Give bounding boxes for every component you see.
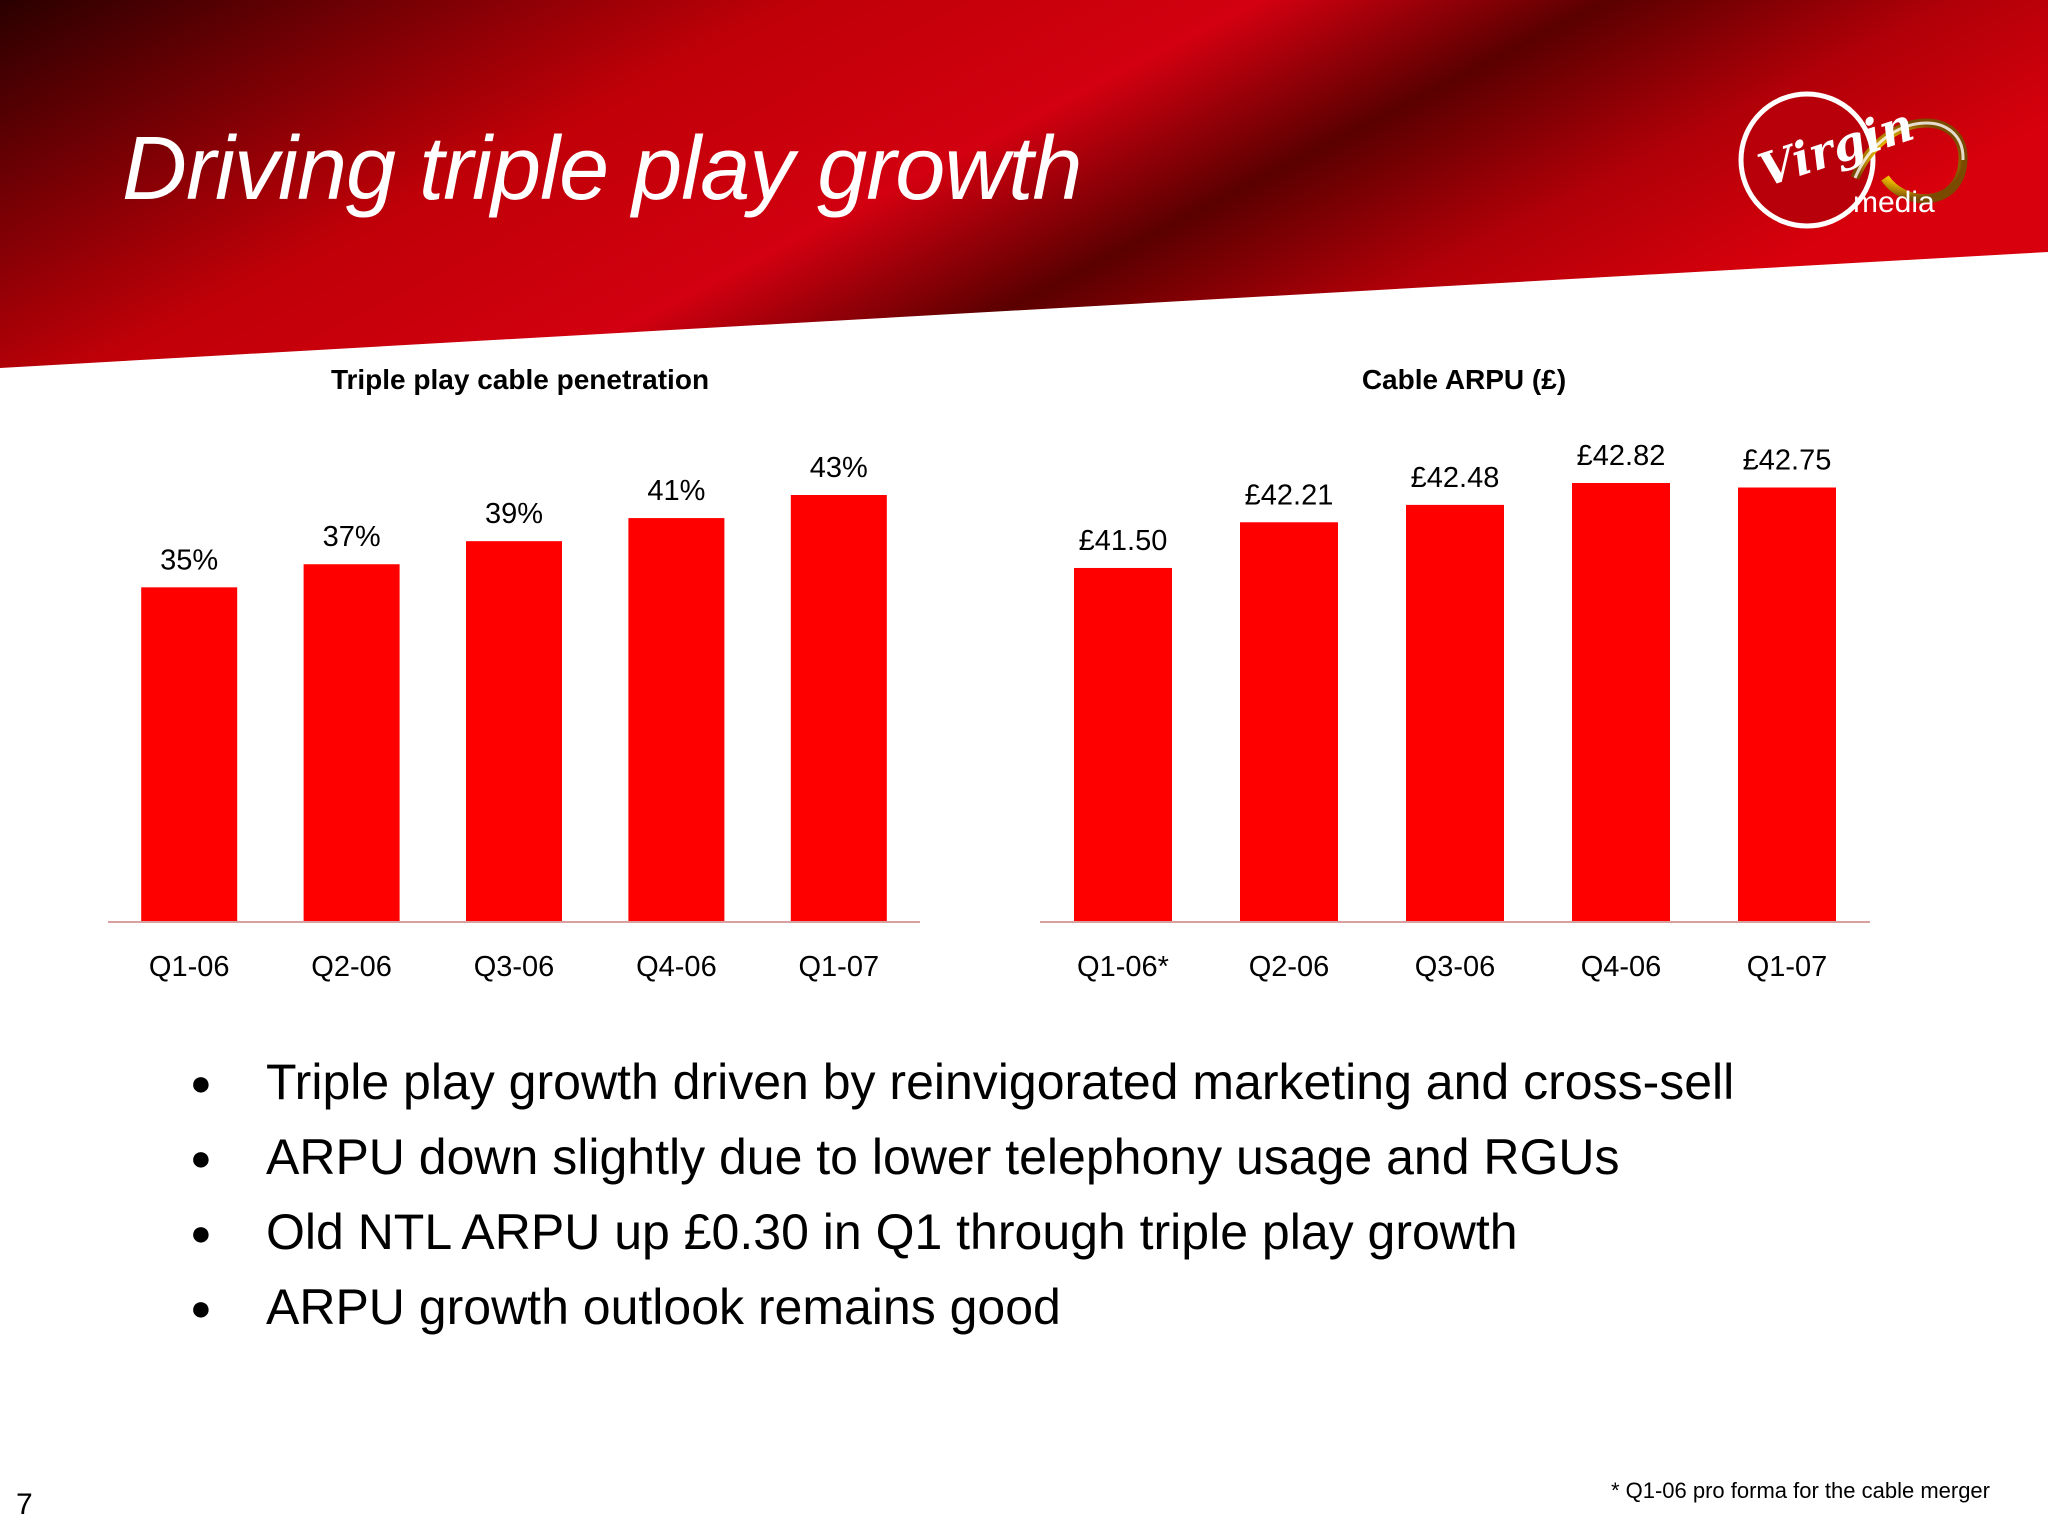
- arpu-data-label: £42.21: [1245, 479, 1334, 511]
- page-number: 7: [16, 1488, 33, 1521]
- bullet-item: ● ARPU down slightly due to lower telepho…: [180, 1120, 1734, 1195]
- arpu-chart: Cable ARPU (£) £41.50 Q1-06* £42.21 Q2-06 £4…: [1040, 364, 1870, 983]
- bullet-dot-icon: ●: [190, 1287, 212, 1328]
- arpu-x-tick-label: Q2-06: [1249, 951, 1330, 983]
- arpu-x-tick-label: Q3-06: [1415, 951, 1496, 983]
- penetration-x-tick-label: Q3-06: [474, 951, 555, 983]
- arpu-bar: [1074, 567, 1172, 922]
- penetration-bar: [303, 564, 400, 922]
- penetration-x-tick-label: Q1-06: [149, 951, 230, 983]
- arpu-data-label: £42.82: [1577, 440, 1666, 472]
- arpu-x-tick-label: Q1-06*: [1077, 951, 1169, 983]
- arpu-bar: [1738, 487, 1836, 922]
- penetration-data-label: 37%: [323, 521, 381, 553]
- arpu-data-label: £42.48: [1411, 462, 1500, 494]
- penetration-bar: [628, 518, 725, 922]
- bullet-item: ● Triple play growth driven by reinvigora…: [180, 1045, 1734, 1120]
- bullet-item: ● ARPU growth outlook remains good: [180, 1270, 1734, 1345]
- bullet-dot-icon: ●: [190, 1137, 212, 1178]
- arpu-x-tick-label: Q4-06: [1581, 951, 1662, 983]
- bullet-dot-icon: ●: [190, 1212, 212, 1253]
- penetration-data-label: 41%: [647, 475, 705, 507]
- header-banner: [0, 0, 2048, 368]
- penetration-data-label: 35%: [160, 544, 218, 576]
- penetration-data-label: 43%: [810, 452, 868, 484]
- arpu-data-label: £41.50: [1079, 525, 1168, 557]
- arpu-data-label: £42.75: [1743, 445, 1832, 477]
- penetration-bar: [790, 495, 887, 922]
- bullet-dot-icon: ●: [190, 1062, 212, 1103]
- arpu-chart-title: Cable ARPU (£): [1362, 364, 1566, 395]
- penetration-bar: [466, 541, 562, 922]
- slide-title: Driving triple play growth: [122, 119, 1082, 219]
- penetration-bar: [141, 587, 238, 922]
- logo-media-text: media: [1853, 186, 1935, 219]
- penetration-x-tick-label: Q4-06: [636, 951, 717, 983]
- penetration-chart-title: Triple play cable penetration: [331, 364, 709, 395]
- arpu-x-tick-label: Q1-07: [1747, 951, 1828, 983]
- arpu-bar: [1406, 504, 1504, 922]
- bullet-list: ● Triple play growth driven by reinvigora…: [180, 1045, 1734, 1345]
- arpu-bar: [1572, 483, 1670, 922]
- virgin-media-logo: Virgin media: [1738, 91, 1968, 229]
- arpu-bar: [1240, 522, 1338, 922]
- bullet-item: ● Old NTL ARPU up £0.30 in Q1 through tri…: [180, 1195, 1734, 1270]
- footnote: * Q1-06 pro forma for the cable merger: [1610, 1478, 1990, 1503]
- penetration-x-tick-label: Q2-06: [311, 951, 392, 983]
- penetration-chart: Triple play cable penetration 35% Q1-06 37…: [108, 364, 920, 983]
- penetration-data-label: 39%: [485, 498, 543, 530]
- penetration-x-tick-label: Q1-07: [798, 951, 879, 983]
